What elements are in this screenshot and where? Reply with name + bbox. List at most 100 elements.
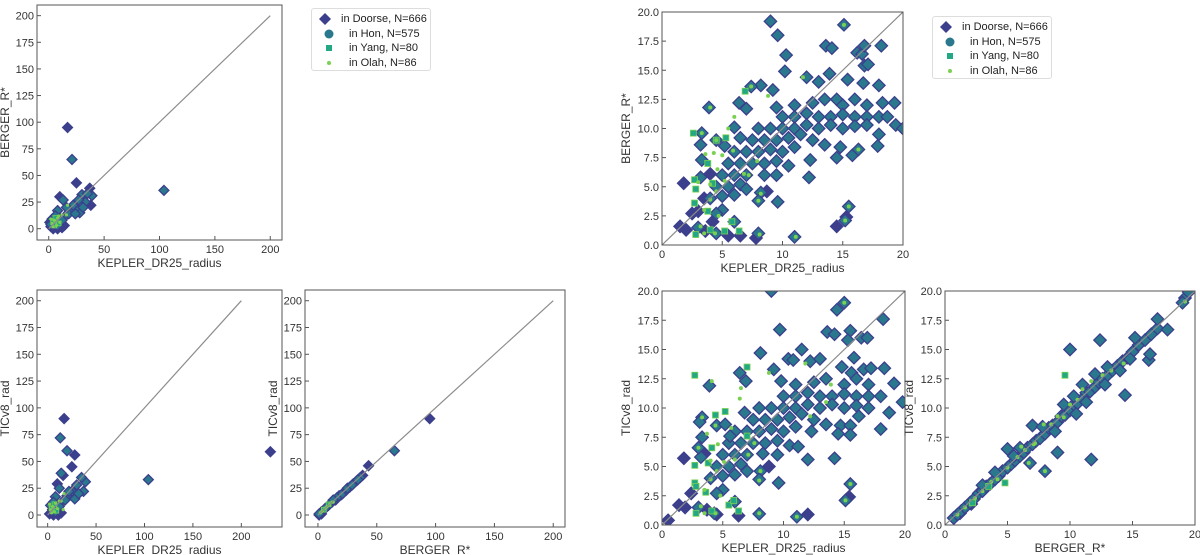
point-yang [725, 501, 733, 509]
point-hon [799, 117, 814, 133]
y-tick-label: 12.5 [921, 374, 942, 386]
y-tick-label: 175 [284, 323, 302, 335]
y-tick-label: 2.5 [644, 491, 659, 503]
point-olah [57, 214, 61, 218]
scatter-panel-3: 0 50 100 150 200 0 25 50 75 100 125 150 175 200 BERGER… [266, 289, 566, 555]
point-hon [799, 70, 814, 85]
point-olah [757, 511, 762, 516]
point-hon [693, 170, 708, 185]
legend-item: in Hon, N=575 [318, 27, 424, 42]
point-hon [781, 130, 796, 145]
point-olah [756, 198, 761, 203]
legend-item: in Olah, N=86 [939, 64, 1045, 79]
point-olah [702, 208, 707, 213]
point-hon [794, 406, 809, 421]
point-yang [743, 363, 751, 371]
point-hon [863, 361, 879, 376]
point-hon [770, 194, 785, 210]
point-olah [696, 445, 701, 450]
y-tick-label: 20.0 [638, 286, 659, 298]
point-hon [873, 421, 888, 437]
point-olah [49, 217, 53, 221]
point-olah [843, 218, 848, 223]
point-hon [861, 377, 876, 392]
x-tick-label: 200 [544, 531, 562, 543]
point-hon [1117, 388, 1133, 403]
y-tick-label: 0 [296, 510, 302, 522]
point-olah [726, 126, 731, 131]
point-hon [733, 130, 748, 145]
scatter-panel-1: 0 50 100 150 200 0 25 50 75 100 125 150 175 200 KEPLER… [0, 4, 283, 270]
y-tick-label: 75 [290, 430, 302, 442]
point-hon [692, 414, 707, 430]
scatter-panel-6: 0 5 10 15 20 0.0 2.5 5.0 7.5 10.0 12.5 15.0 17.5 20.0… [902, 286, 1200, 555]
point-hon [727, 467, 743, 482]
point-hon [752, 400, 767, 416]
x-tick-label: 0 [315, 531, 321, 543]
point-hon [55, 467, 68, 480]
point-olah [746, 173, 751, 178]
point-hon [800, 452, 815, 467]
point-hon [846, 350, 862, 365]
point-hon [142, 473, 155, 486]
point-olah [1043, 469, 1047, 474]
point-hon [1079, 395, 1094, 410]
point-yang [735, 507, 742, 515]
point-hon [1087, 366, 1103, 382]
point-hon [861, 400, 876, 416]
point-olah [755, 159, 760, 164]
point-hon [772, 322, 787, 337]
point-olah [702, 487, 707, 492]
x-tick-label: 100 [135, 531, 153, 543]
point-hon [727, 187, 742, 203]
point-olah [757, 478, 762, 483]
identity-line [317, 300, 554, 516]
point-yang [743, 432, 751, 440]
point-hon [739, 181, 754, 197]
point-yang [704, 160, 712, 167]
point-hon [751, 121, 766, 136]
point-hon [787, 140, 802, 155]
point-hon [811, 109, 826, 124]
scatter-panel-5: 0 5 10 15 20 0.0 2.5 5.0 7.5 10.0 12.5 15.0 17.5 20.0… [619, 286, 911, 555]
x-tick-label: 100 [426, 531, 444, 543]
point-hon [158, 184, 170, 197]
point-hon [886, 376, 902, 391]
legend-label: in Doorse, N=666 [341, 13, 427, 26]
point-hon [860, 330, 875, 345]
point-hon [722, 428, 738, 444]
x-tick-label: 5 [720, 529, 726, 541]
x-tick-label: 15 [1126, 529, 1138, 541]
point-yang [692, 231, 700, 238]
point-hon [715, 188, 730, 204]
point-doorse [68, 449, 81, 461]
point-yang [730, 497, 738, 504]
point-yang [741, 87, 749, 95]
data-points [43, 412, 277, 521]
point-doorse [761, 459, 777, 474]
point-olah [746, 452, 751, 457]
point-hon [812, 389, 828, 404]
point-yang [706, 226, 714, 234]
y-tick-label: 12.5 [638, 374, 659, 386]
identity-line [662, 12, 903, 245]
y-axis-label: BERGER_R* [0, 87, 12, 158]
scatter-panel-2: 0 50 100 150 200 0 25 50 75 100 125 150 175 200 KEPLER… [0, 289, 283, 555]
point-hon [787, 98, 802, 113]
y-tick-label: 25 [22, 197, 34, 209]
y-axis-label: TICv8_rad [619, 380, 633, 436]
y-tick-label: 200 [16, 11, 34, 23]
point-hon [758, 435, 773, 451]
point-doorse [691, 204, 706, 219]
point-hon [733, 156, 748, 171]
point-hon [1084, 452, 1099, 467]
point-hon [715, 167, 730, 183]
point-hon [880, 109, 895, 124]
point-olah [58, 220, 62, 224]
point-olah [828, 382, 833, 387]
point-olah [708, 105, 713, 110]
point-hon [769, 167, 784, 183]
point-olah [702, 511, 707, 516]
y-tick-label: 125 [16, 91, 34, 103]
point-hon [755, 446, 770, 461]
